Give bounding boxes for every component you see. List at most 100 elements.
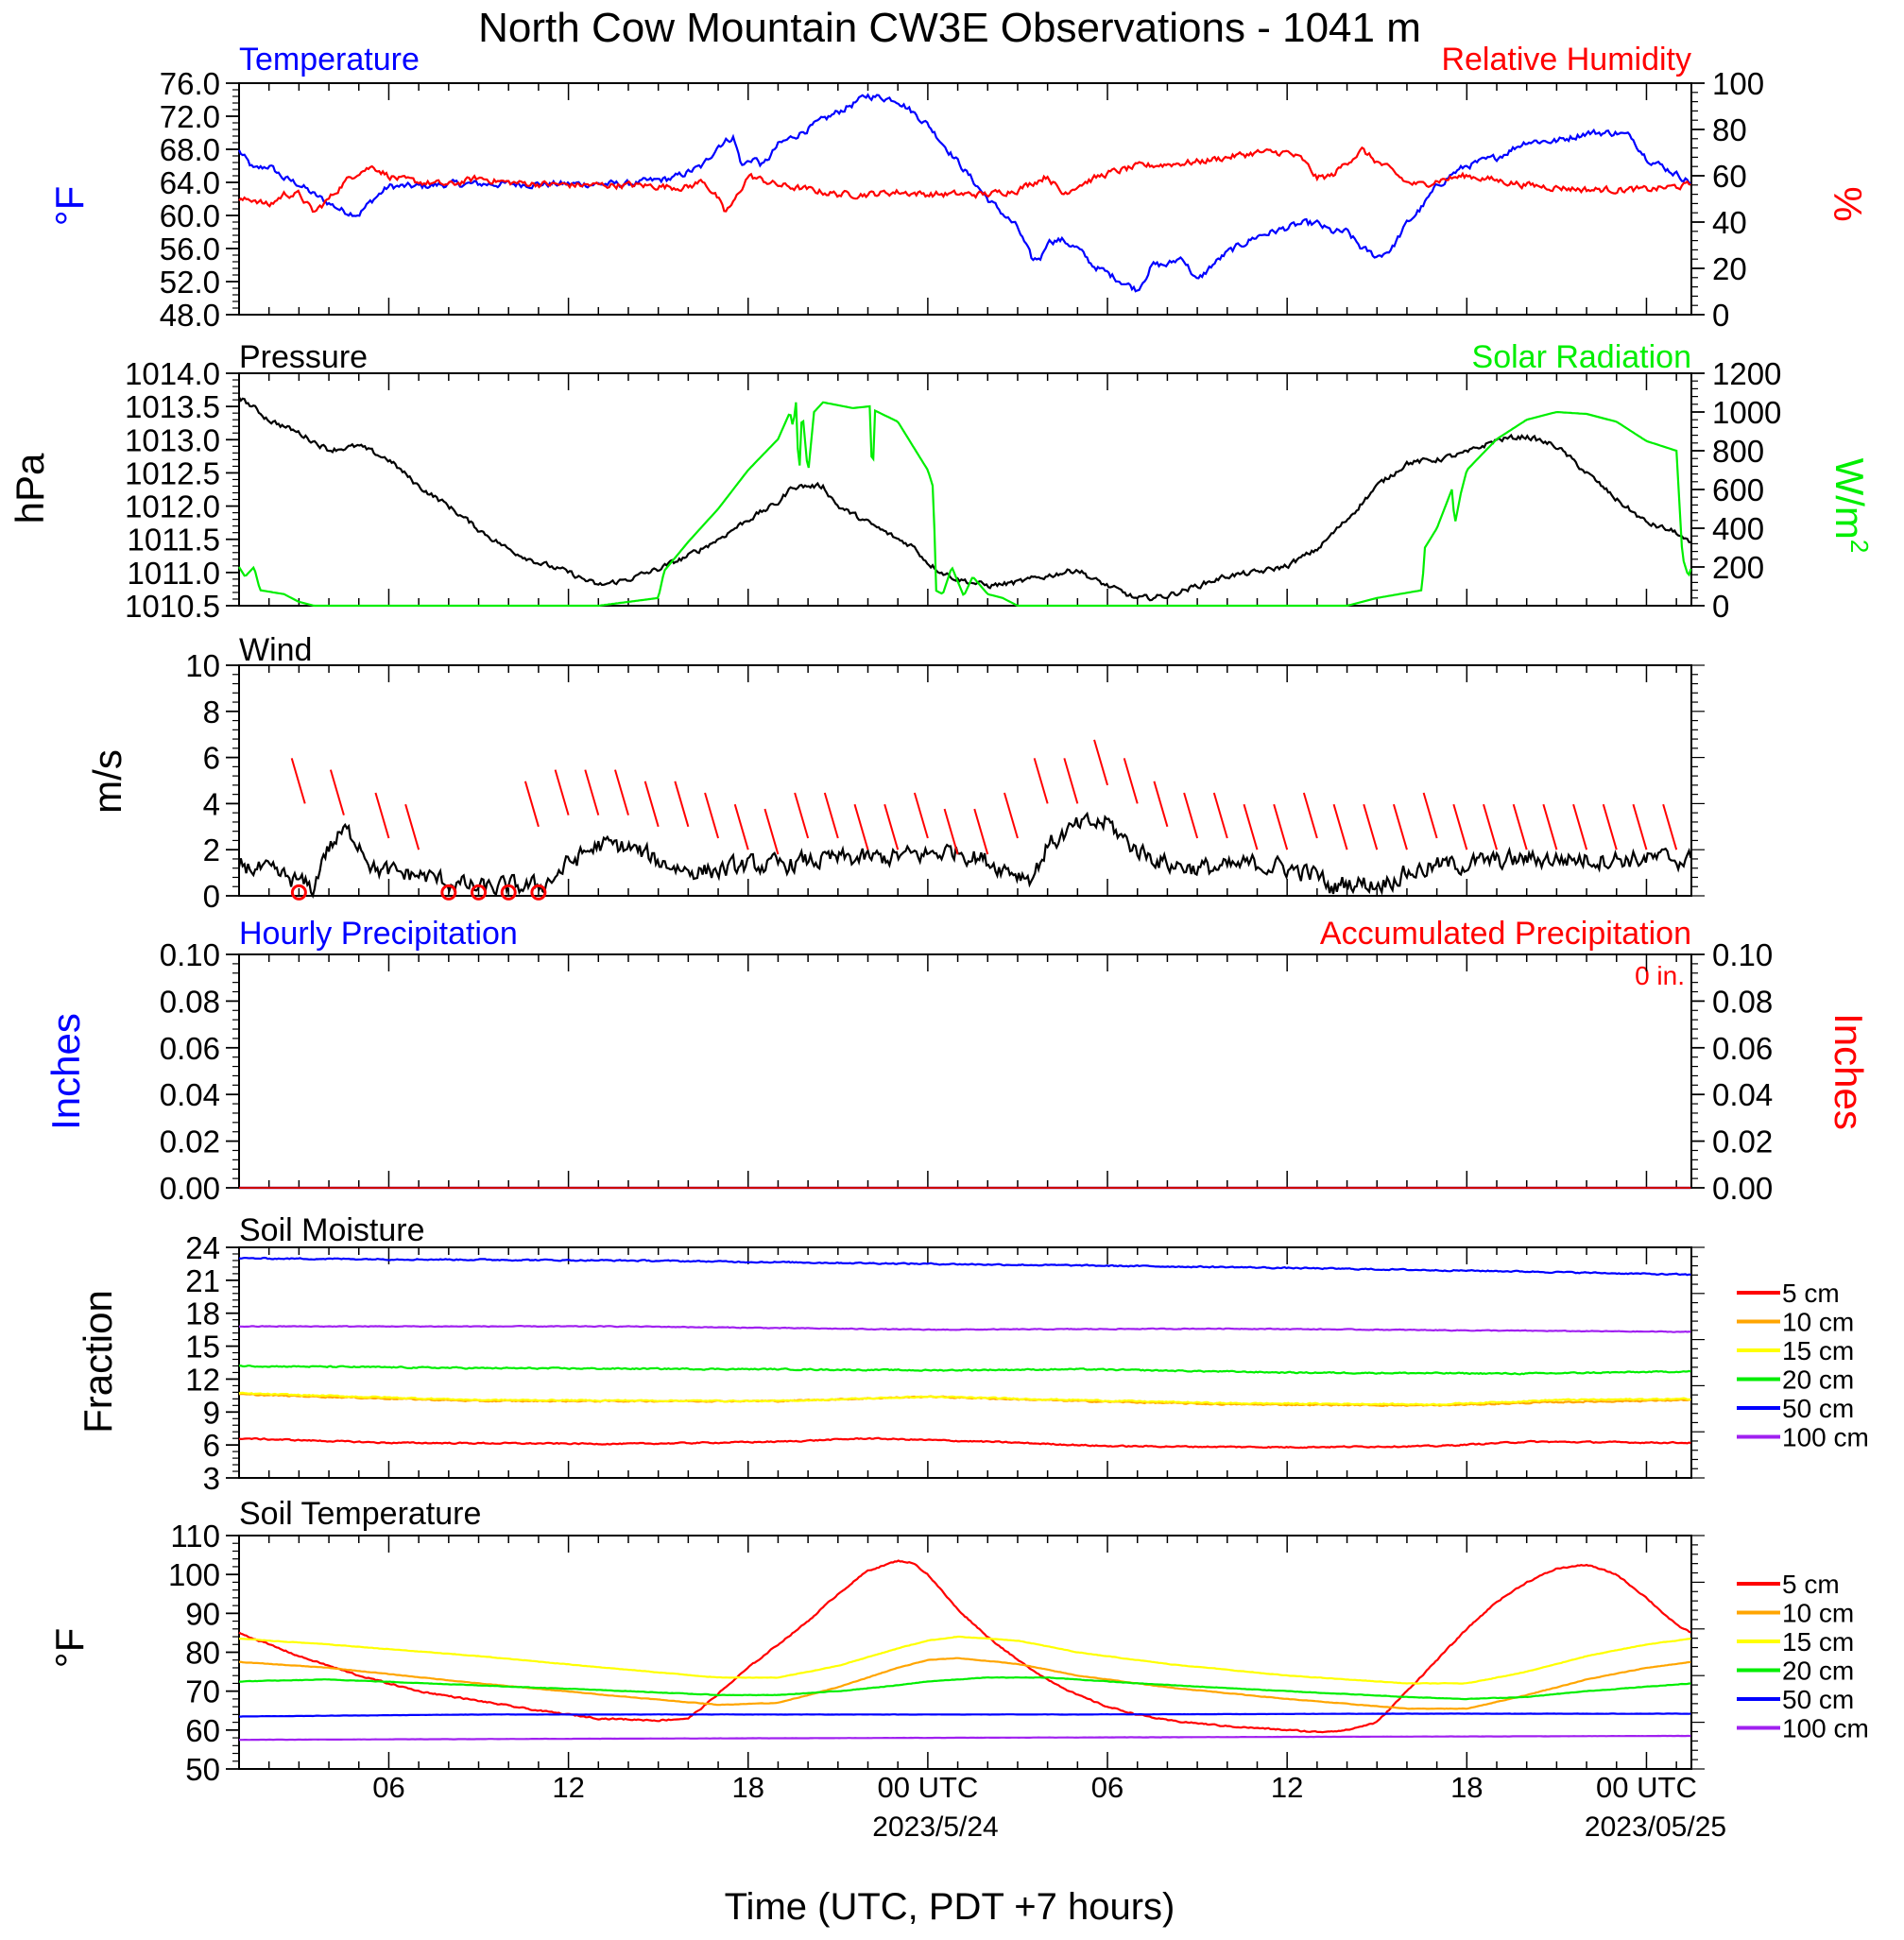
wind-barb (1422, 792, 1438, 839)
soil_moisture-y-label-left: 18 (185, 1296, 220, 1331)
wind-barb (614, 769, 629, 815)
temp_rh-y-label-right: 80 (1712, 112, 1747, 147)
wind-barb (329, 769, 345, 815)
wind-frame (238, 664, 1692, 897)
wind-title: Wind (239, 632, 312, 668)
precip-y-label-left: 0.06 (160, 1031, 220, 1066)
soil_moisture-y-label-left: 3 (203, 1461, 220, 1496)
soil_moisture-series-5-cm-line (238, 1436, 1691, 1450)
wind-y-label-left: 8 (203, 695, 220, 730)
wind-barb (374, 792, 390, 839)
humidity-axis-label: % (1826, 186, 1870, 221)
soil_temp-legend-label: 5 cm (1782, 1570, 1840, 1599)
soil_temp-series-20-cm-line (239, 1675, 1691, 1701)
x-tick-label: 18 (732, 1771, 764, 1804)
temp_rh-y-label-right: 40 (1712, 205, 1747, 240)
pres_solar-y-label-left: 1014.0 (125, 356, 220, 391)
temp_rh-y-label-left: 48.0 (160, 298, 220, 333)
pres_solar-y-label-left: 1012.5 (125, 455, 220, 490)
x-tick-label: 06 (372, 1771, 404, 1804)
wind-barb (973, 808, 989, 855)
pres_solar-y-label-left: 1013.5 (125, 389, 220, 424)
soil_temp-y-label-left: 100 (168, 1557, 220, 1592)
wind-y-label-left: 6 (203, 741, 220, 776)
wind-barb (1063, 758, 1079, 804)
pres_solar-y-label-right: 1000 (1712, 395, 1781, 430)
wind-barb (1572, 803, 1588, 850)
wind-barb (853, 803, 869, 850)
calm-wind-marker (500, 884, 517, 901)
accumulated-total-label: 0 in. (1635, 961, 1685, 990)
wind-y-label-left: 0 (203, 879, 220, 914)
figure-title: North Cow Mountain CW3E Observations - 1… (478, 5, 1421, 51)
pres_solar-y-label-left: 1011.0 (128, 556, 220, 591)
wind-barb (1662, 803, 1678, 850)
soil_moisture-legend-label: 20 cm (1782, 1365, 1854, 1395)
soil_temp-series-10-cm-line (238, 1657, 1691, 1710)
pres_solar-y-label-right: 600 (1712, 472, 1764, 507)
wind-barb (523, 781, 540, 828)
wind-barb (763, 808, 780, 855)
soil_moisture-legend-label: 100 cm (1782, 1423, 1869, 1452)
temp_rh-y-label-left: 56.0 (160, 232, 220, 266)
x-date-label-1: 2023/5/24 (872, 1811, 998, 1843)
temp_rh-y-label-right: 60 (1712, 159, 1747, 194)
temp_rh-y-label-left: 76.0 (160, 66, 220, 101)
wind-barb (1123, 758, 1139, 804)
wind-barb (1332, 803, 1348, 850)
solar-axis-label: W/m2 (1827, 458, 1874, 554)
precip-axis-label-left: Inches (43, 1013, 88, 1130)
soil-moisture-title: Soil Moisture (239, 1212, 425, 1248)
soil_moisture-legend-label: 10 cm (1782, 1308, 1854, 1337)
pres_solar-y-label-left: 1013.0 (125, 422, 220, 457)
soil_moisture-series-20-cm-line (238, 1365, 1691, 1376)
pres_solar-y-label-right: 400 (1712, 511, 1764, 546)
soil_moisture-series-15-cm-line (238, 1391, 1691, 1406)
calm-wind-marker (471, 884, 488, 901)
temp_rh-y-label-left: 52.0 (160, 265, 220, 300)
precip-y-label-left: 0.08 (160, 984, 220, 1019)
pres_solar-y-label-right: 200 (1712, 550, 1764, 585)
soil_moisture-y-label-left: 24 (185, 1230, 220, 1265)
x-tick-label: 18 (1450, 1771, 1483, 1804)
calm-wind-marker (440, 884, 457, 901)
x-tick-label: 12 (552, 1771, 584, 1804)
precip-y-label-left: 0.00 (160, 1171, 220, 1206)
temp_rh-y-label-right: 0 (1712, 298, 1729, 333)
wind-y-label-left: 2 (203, 833, 220, 867)
wind-barb (584, 769, 600, 815)
soil_temp-legend-label: 50 cm (1782, 1685, 1854, 1714)
x-tick-label: 12 (1271, 1771, 1303, 1804)
soil_temp-series-100-cm-line (239, 1734, 1691, 1742)
pres_solar-y-label-left: 1010.5 (125, 589, 220, 624)
soil_moisture-legend-label: 15 cm (1782, 1336, 1854, 1365)
soil_temp-series-5-cm-line (238, 1559, 1691, 1734)
wind-barb (1512, 803, 1528, 850)
soil_temp-legend-label: 20 cm (1782, 1657, 1854, 1686)
pres_solar-y-label-right: 0 (1712, 589, 1729, 624)
wind-barb (1302, 792, 1318, 839)
precip-y-label-right: 0.06 (1712, 1031, 1773, 1066)
precip-y-label-right: 0.00 (1712, 1171, 1773, 1206)
wind-barb (794, 792, 810, 839)
precip-y-label-left: 0.10 (160, 937, 220, 972)
pres_solar-y-label-left: 1011.5 (128, 523, 220, 558)
pres_solar-y-label-left: 1012.0 (125, 489, 220, 524)
soil_temp-y-label-left: 110 (170, 1519, 220, 1554)
hourly-precipitation-title: Hourly Precipitation (239, 916, 518, 952)
calm-wind-marker (530, 884, 547, 901)
precip-axis-label-right: Inches (1827, 1013, 1871, 1130)
temp_rh-y-label-left: 64.0 (160, 165, 220, 200)
soil_moisture-legend-label: 50 cm (1782, 1394, 1854, 1423)
relative-humidity-title: Relative Humidity (1441, 42, 1691, 77)
solar-axis-unit: W/m (1827, 458, 1872, 540)
soil-moisture-axis-label: Fraction (76, 1290, 120, 1434)
soil_temp-series-15-cm-line (239, 1635, 1691, 1685)
temp_rh-frame (238, 82, 1692, 316)
x-date-label-2: 2023/05/25 (1585, 1811, 1726, 1843)
temp_rh-y-label-left: 72.0 (160, 99, 220, 134)
pressure-axis-label: hPa (8, 453, 52, 524)
soil_moisture-y-label-left: 21 (185, 1263, 220, 1298)
precip-y-label-left: 0.02 (160, 1125, 220, 1159)
x-tick-label: 00 UTC (1596, 1771, 1697, 1804)
